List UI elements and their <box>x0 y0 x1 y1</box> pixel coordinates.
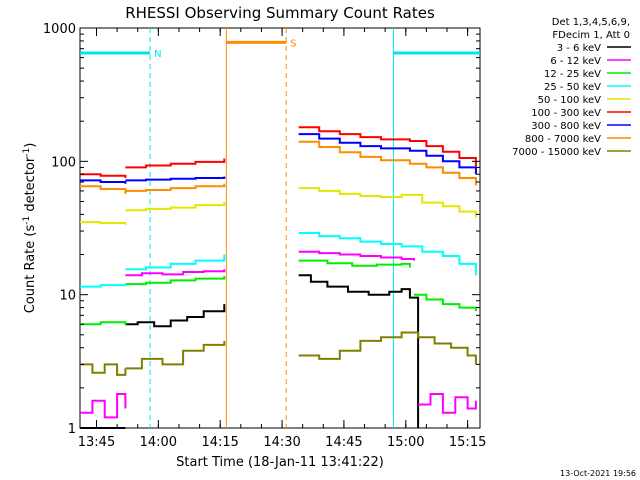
series-line <box>125 201 226 212</box>
y-tick-label: 10 <box>59 289 76 304</box>
series-line <box>125 254 226 271</box>
x-tick-label: 14:00 <box>140 435 177 450</box>
legend-entry-label: 3 - 6 keV <box>557 43 601 54</box>
series-line <box>298 140 477 186</box>
legend-entry-label: 7000 - 15000 keV <box>512 147 601 158</box>
x-tick-label: 13:45 <box>78 435 115 450</box>
legend-entry-label: 50 - 100 keV <box>538 95 602 106</box>
y-axis-label-mid: detector <box>23 156 38 216</box>
legend-entry-label: 25 - 50 keV <box>544 82 601 93</box>
y-axis-label-end: ) <box>23 143 38 148</box>
y-tick-label: 1000 <box>43 22 76 37</box>
legend-entry-label: 100 - 300 keV <box>531 108 601 119</box>
data-series <box>80 126 477 429</box>
series-line <box>80 179 127 184</box>
timestamp: 13-Oct-2021 19:56 <box>560 469 636 478</box>
orbit-marker-bars: NS <box>80 38 480 60</box>
series-line <box>125 276 226 286</box>
series-line <box>298 331 477 365</box>
plot-frame <box>79 27 481 429</box>
series-line <box>125 183 226 192</box>
y-axis-ticks: 1 10 100 1000 <box>43 22 480 437</box>
x-tick-label: 14:15 <box>201 435 238 450</box>
x-tick-label: 14:45 <box>325 435 362 450</box>
marker-label: N <box>154 49 161 60</box>
series-line <box>418 393 477 414</box>
legend-entry-label: 12 - 25 keV <box>544 69 601 80</box>
vertical-marker-lines <box>149 28 394 428</box>
x-tick-label: 14:30 <box>263 435 300 450</box>
x-tick-label: 15:00 <box>387 435 424 450</box>
series-line <box>298 133 477 175</box>
y-axis-label: Count Rate (s-1 detector-1) <box>22 143 38 314</box>
chart-title: RHESSI Observing Summary Count Rates <box>125 4 435 22</box>
legend-entry-label: 800 - 7000 keV <box>525 134 601 145</box>
series-line <box>125 158 226 169</box>
series-line <box>298 187 477 218</box>
y-tick-label: 1 <box>68 422 76 437</box>
legend-entry-label: 300 - 800 keV <box>531 121 601 132</box>
series-line <box>298 232 477 276</box>
series-line <box>125 340 226 370</box>
series-line <box>125 176 226 182</box>
series-line <box>414 293 477 312</box>
legend-header-line: Det 1,3,4,5,6,9, <box>552 17 630 28</box>
series-line <box>80 284 127 288</box>
series-line <box>298 126 477 167</box>
series-line <box>298 250 415 261</box>
x-tick-label: 15:15 <box>449 435 486 450</box>
y-axis-label-sup1: -1 <box>22 216 32 225</box>
y-tick-label: 100 <box>51 155 76 170</box>
series-line <box>80 363 127 376</box>
series-line <box>80 321 127 326</box>
legend: Det 1,3,4,5,6,9, FDecim 1, Att 0 3 - 6 keV… <box>512 17 631 158</box>
series-line <box>125 269 226 277</box>
legend-entry-label: 6 - 12 keV <box>550 56 601 67</box>
series-line <box>80 393 127 419</box>
y-axis-label-sup2: -1 <box>22 148 32 157</box>
series-line <box>80 173 127 178</box>
y-axis-label-main: Count Rate (s <box>23 225 38 314</box>
marker-label: S <box>290 38 296 49</box>
series-line <box>80 185 127 194</box>
legend-header-line: FDecim 1, Att 0 <box>552 30 630 41</box>
x-axis-ticks: 13:45 14:00 14:15 14:30 14:45 15:00 15:15 <box>78 28 486 450</box>
series-line <box>125 304 226 328</box>
x-axis-label: Start Time (18-Jan-11 13:41:22) <box>176 455 384 470</box>
series-line <box>80 221 127 225</box>
series-line <box>298 259 411 268</box>
series-line <box>298 274 420 428</box>
